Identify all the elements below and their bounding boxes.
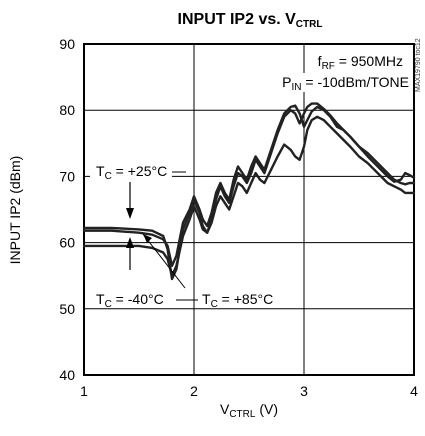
x-tick-label: 3 bbox=[300, 383, 308, 399]
condition-frequency: fRF = 950MHz bbox=[318, 53, 403, 72]
plot-frame bbox=[83, 43, 415, 376]
conditions-box: fRF = 950MHz PIN = -10dBm/TONE bbox=[273, 52, 409, 93]
x-axis-label-main: V bbox=[220, 401, 230, 417]
y-tick-label: 90 bbox=[59, 36, 75, 52]
x-axis-label-sub: CTRL bbox=[229, 409, 256, 420]
chart-title-sub: CTRL bbox=[296, 19, 323, 30]
y-axis-label: INPUT IP2 (dBm) bbox=[7, 156, 23, 265]
grid bbox=[83, 43, 415, 376]
y-tick-label: 70 bbox=[59, 168, 75, 184]
svg-text:TC = +85°C: TC = +85°C bbox=[202, 291, 273, 310]
y-tick-label: 50 bbox=[59, 301, 75, 317]
x-tick-label: 1 bbox=[80, 383, 88, 399]
y-tick-label: 80 bbox=[59, 102, 75, 118]
annotation-tc-25: TC = +25°C bbox=[90, 162, 186, 219]
series-layer bbox=[82, 102, 416, 281]
x-tick-label: 4 bbox=[410, 383, 418, 399]
chart-title: INPUT IP2 vs. VCTRL bbox=[178, 11, 323, 30]
tick-labels: 1 2 3 4 40 50 60 70 80 90 bbox=[59, 36, 418, 399]
series-line-3 bbox=[82, 102, 416, 281]
chart-title-main: INPUT IP2 vs. V bbox=[178, 11, 297, 28]
annotation-tc-minus-40: TC = -40°C bbox=[92, 237, 200, 310]
x-tick-label: 2 bbox=[190, 383, 198, 399]
watermark: MAX19790 toc12 bbox=[415, 38, 422, 92]
annotation-tc-85: TC = +85°C bbox=[142, 233, 284, 310]
x-axis-label-tail: (V) bbox=[255, 401, 278, 417]
svg-text:TC = +25°C: TC = +25°C bbox=[96, 163, 167, 182]
y-tick-label: 40 bbox=[59, 367, 75, 383]
x-axis-label: VCTRL (V) bbox=[220, 401, 278, 420]
svg-text:TC = -40°C: TC = -40°C bbox=[96, 291, 164, 310]
y-tick-label: 60 bbox=[59, 235, 75, 251]
series-line-2 bbox=[82, 115, 416, 277]
condition-power: PIN = -10dBm/TONE bbox=[282, 74, 409, 93]
